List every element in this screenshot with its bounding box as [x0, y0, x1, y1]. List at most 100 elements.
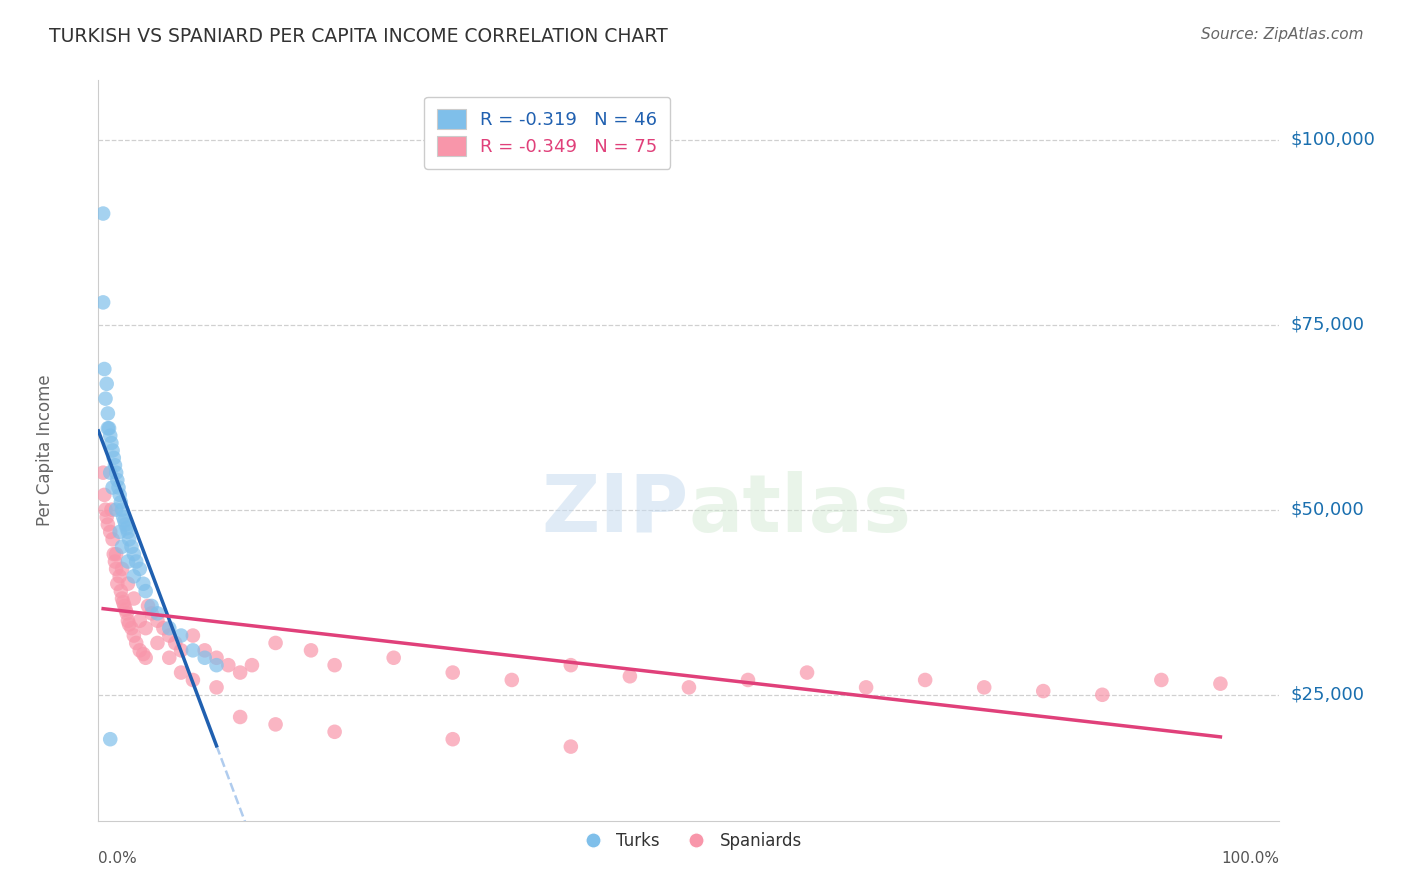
- Point: [104, 554, 127, 569]
- Text: $25,000: $25,000: [1291, 686, 1365, 704]
- Point: [973, 681, 995, 695]
- Point: [101, 443, 124, 458]
- Point: [796, 665, 818, 680]
- Point: [98, 732, 121, 747]
- Point: [146, 607, 169, 621]
- Point: [125, 636, 148, 650]
- Point: [112, 514, 135, 528]
- Point: [97, 517, 120, 532]
- Point: [170, 665, 193, 680]
- Point: [118, 617, 141, 632]
- Point: [128, 643, 150, 657]
- Point: [382, 650, 405, 665]
- Legend: Turks, Spaniards: Turks, Spaniards: [569, 825, 808, 856]
- Point: [97, 407, 120, 421]
- Point: [128, 614, 150, 628]
- Point: [110, 495, 132, 509]
- Text: atlas: atlas: [689, 471, 912, 549]
- Point: [125, 554, 148, 569]
- Point: [205, 681, 228, 695]
- Point: [117, 576, 139, 591]
- Point: [105, 562, 128, 576]
- Point: [135, 584, 157, 599]
- Point: [181, 643, 204, 657]
- Point: [128, 562, 150, 576]
- Point: [560, 739, 582, 754]
- Point: [117, 614, 139, 628]
- Point: [112, 599, 135, 613]
- Point: [114, 517, 136, 532]
- Point: [165, 636, 187, 650]
- Point: [560, 658, 582, 673]
- Point: [323, 724, 346, 739]
- Text: 0.0%: 0.0%: [98, 851, 138, 866]
- Point: [101, 480, 124, 494]
- Text: $50,000: $50,000: [1291, 500, 1364, 518]
- Point: [93, 362, 115, 376]
- Point: [229, 710, 252, 724]
- Point: [122, 628, 145, 642]
- Point: [136, 599, 159, 613]
- Point: [121, 540, 143, 554]
- Point: [1032, 684, 1054, 698]
- Point: [91, 466, 114, 480]
- Point: [103, 547, 125, 561]
- Point: [111, 502, 134, 516]
- Point: [1209, 676, 1232, 690]
- Point: [157, 621, 180, 635]
- Point: [91, 295, 114, 310]
- Point: [105, 473, 128, 487]
- Point: [146, 636, 169, 650]
- Point: [93, 488, 115, 502]
- Point: [103, 450, 125, 465]
- Point: [132, 576, 155, 591]
- Text: $75,000: $75,000: [1291, 316, 1365, 334]
- Point: [108, 569, 131, 583]
- Point: [1091, 688, 1114, 702]
- Point: [146, 614, 169, 628]
- Point: [105, 502, 128, 516]
- Point: [100, 502, 122, 516]
- Point: [112, 595, 135, 609]
- Point: [115, 607, 138, 621]
- Point: [96, 510, 118, 524]
- Point: [501, 673, 523, 687]
- Point: [105, 547, 128, 561]
- Point: [619, 669, 641, 683]
- Point: [132, 647, 155, 661]
- Point: [91, 206, 114, 220]
- Point: [141, 599, 163, 613]
- Point: [135, 650, 157, 665]
- Point: [170, 643, 193, 657]
- Text: ZIP: ZIP: [541, 471, 689, 549]
- Point: [205, 658, 228, 673]
- Point: [141, 607, 163, 621]
- Point: [323, 658, 346, 673]
- Point: [111, 540, 134, 554]
- Point: [100, 436, 122, 450]
- Text: Per Capita Income: Per Capita Income: [37, 375, 55, 526]
- Point: [118, 533, 141, 547]
- Point: [181, 628, 204, 642]
- Point: [111, 562, 134, 576]
- Point: [96, 376, 118, 391]
- Point: [264, 636, 287, 650]
- Point: [108, 524, 131, 539]
- Text: Source: ZipAtlas.com: Source: ZipAtlas.com: [1201, 27, 1364, 42]
- Point: [122, 591, 145, 606]
- Point: [170, 628, 193, 642]
- Point: [737, 673, 759, 687]
- Point: [855, 681, 877, 695]
- Point: [115, 521, 138, 535]
- Point: [98, 466, 121, 480]
- Point: [111, 591, 134, 606]
- Point: [94, 392, 117, 406]
- Point: [97, 421, 120, 435]
- Point: [108, 488, 131, 502]
- Point: [105, 466, 128, 480]
- Point: [105, 576, 128, 591]
- Point: [114, 602, 136, 616]
- Point: [94, 502, 117, 516]
- Point: [194, 643, 217, 657]
- Point: [441, 732, 464, 747]
